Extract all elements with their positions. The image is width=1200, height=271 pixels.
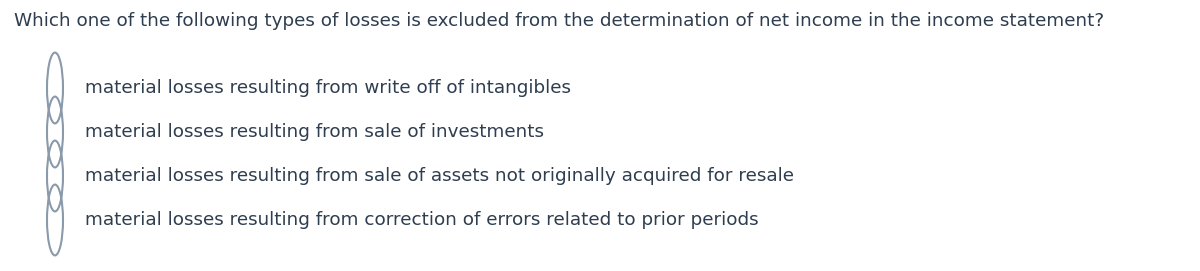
Text: material losses resulting from sale of investments: material losses resulting from sale of i…	[85, 123, 544, 141]
Text: material losses resulting from sale of assets not originally acquired for resale: material losses resulting from sale of a…	[85, 167, 794, 185]
Text: Which one of the following types of losses is excluded from the determination of: Which one of the following types of loss…	[14, 12, 1104, 30]
Text: material losses resulting from write off of intangibles: material losses resulting from write off…	[85, 79, 571, 97]
Text: material losses resulting from correction of errors related to prior periods: material losses resulting from correctio…	[85, 211, 758, 229]
